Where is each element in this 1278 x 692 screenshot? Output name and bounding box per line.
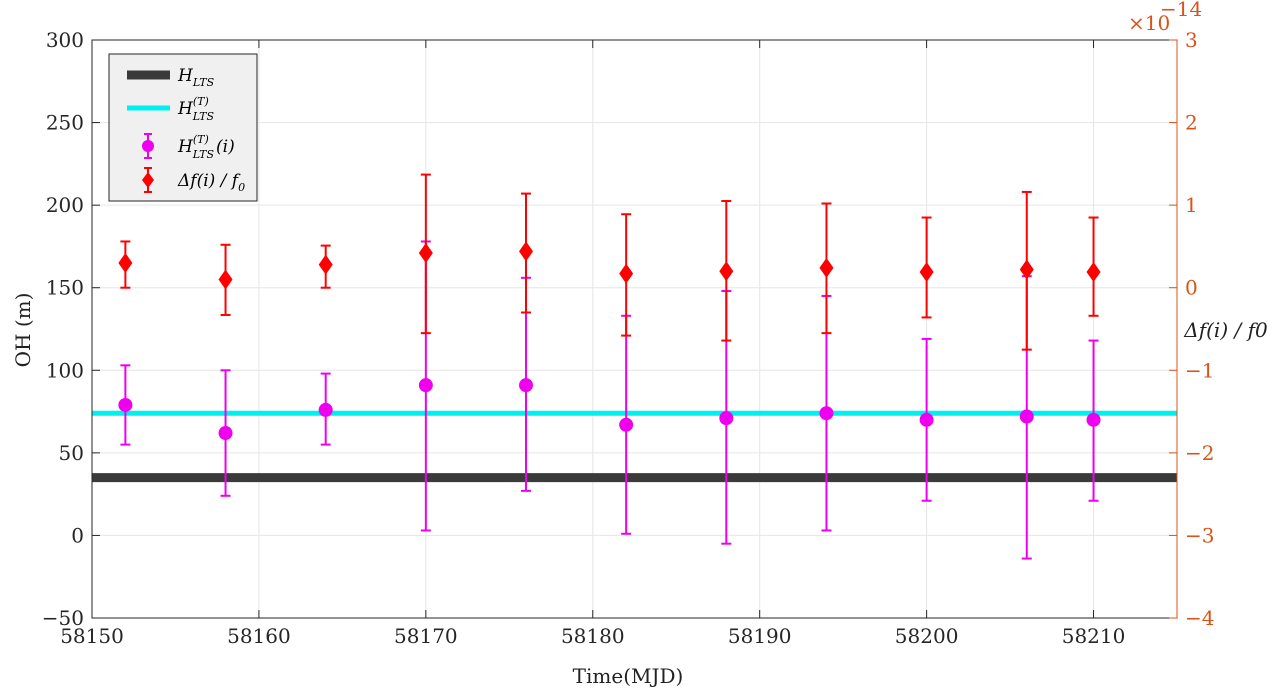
h-lts-t-i-point bbox=[919, 412, 934, 427]
x-tick-label: 58190 bbox=[728, 624, 792, 648]
x-tick-label: 58170 bbox=[394, 624, 458, 648]
y2-tick-label: 1 bbox=[1185, 193, 1198, 217]
legend-entry-h-lts-t-sup: (T) bbox=[193, 95, 209, 108]
delta-f-point bbox=[118, 252, 133, 273]
h-lts-t-i-point bbox=[519, 378, 533, 393]
y2-axis-label: Δf(i) / f0 bbox=[1183, 318, 1268, 342]
x-tick-label: 58150 bbox=[60, 624, 124, 648]
legend-entry-h-lts-sub: LTS bbox=[192, 76, 215, 89]
y-tick-label: 200 bbox=[46, 193, 84, 217]
y2-tick-label: −4 bbox=[1185, 606, 1214, 630]
x-tick-label: 58210 bbox=[1062, 624, 1126, 648]
h-lts-t-i-point bbox=[418, 378, 433, 393]
legend-entry-h-lts-t-i-sup: (T) bbox=[193, 133, 209, 146]
legend-entry-h-lts-t-i-label: H(T) LTS (i) bbox=[177, 133, 235, 161]
plot-background bbox=[92, 40, 1177, 618]
y-tick-label: 50 bbox=[59, 441, 84, 465]
delta-f-point bbox=[519, 241, 533, 262]
legend-entry-h-lts-t-i-base: H bbox=[177, 137, 194, 157]
y-tick-label: 150 bbox=[46, 276, 84, 300]
delta-f-point bbox=[318, 254, 333, 275]
h-lts-t-i-point bbox=[318, 402, 333, 417]
legend-entry-delta-f-label: Δf(i) / f0 bbox=[177, 171, 245, 194]
delta-f-point bbox=[1019, 259, 1034, 280]
y-tick-label: 0 bbox=[71, 523, 84, 547]
y2-tick-label: 3 bbox=[1185, 28, 1198, 52]
y-tick-label: 100 bbox=[46, 358, 84, 382]
h-lts-t-i-point bbox=[1086, 412, 1101, 427]
delta-f-point bbox=[1086, 262, 1101, 283]
legend-entry-delta-f-swatch-marker bbox=[142, 172, 154, 188]
delta-f-point bbox=[218, 269, 233, 290]
h-lts-t-i-point bbox=[118, 397, 133, 412]
legend-entry-h-lts-label: HLTS bbox=[177, 66, 215, 89]
x-tick-label: 58180 bbox=[561, 624, 625, 648]
x-axis-label: Time(MJD) bbox=[573, 664, 684, 688]
delta-f-point bbox=[819, 257, 834, 278]
y2-tick-label: 2 bbox=[1185, 111, 1198, 135]
delta-f-point bbox=[418, 243, 433, 264]
x-tick-label: 58160 bbox=[227, 624, 291, 648]
legend-entry-h-lts-t-sub: LTS bbox=[192, 110, 215, 123]
y-tick-label: 250 bbox=[46, 111, 84, 135]
delta-f-point bbox=[919, 262, 934, 283]
h-lts-t-i-point bbox=[1019, 409, 1034, 424]
legend-entry-h-lts-t-i-tail: (i) bbox=[216, 137, 235, 157]
left-axis-series bbox=[118, 240, 1101, 560]
y2-multiplier-base: ×10 bbox=[1128, 11, 1170, 35]
legend-entry-h-lts-t-i-sub: LTS bbox=[192, 148, 215, 161]
y-tick-label: 300 bbox=[46, 28, 84, 52]
legend-entry-h-lts-base: H bbox=[177, 66, 194, 86]
legend-entry-delta-f-base: Δf(i) / f bbox=[177, 171, 241, 191]
legend-entry-h-lts-t-base: H bbox=[177, 99, 194, 119]
y-axis-label: OH (m) bbox=[11, 293, 35, 368]
y2-tick-label: 0 bbox=[1185, 276, 1198, 300]
x-axis-ticks: 58150 58160 58170 58180 58190 58200 58210 bbox=[60, 40, 1125, 648]
h-lts-t-i-point bbox=[218, 426, 233, 441]
h-lts-t-i-point bbox=[719, 411, 734, 426]
reference-lines bbox=[92, 410, 1177, 483]
delta-f-point bbox=[619, 263, 634, 284]
y2-tick-label: −3 bbox=[1185, 523, 1214, 547]
legend-entry-delta-f-sub: 0 bbox=[238, 181, 245, 194]
y-tick-label: −50 bbox=[42, 606, 84, 630]
x-tick-label: 58200 bbox=[895, 624, 959, 648]
right-axis-series bbox=[118, 173, 1101, 351]
y2-axis-ticks: −4 −3 −2 −1 0 1 2 3 bbox=[1169, 28, 1214, 630]
delta-f-point bbox=[719, 261, 734, 282]
y2-tick-label: −1 bbox=[1185, 358, 1214, 382]
y2-multiplier: ×10 −14 bbox=[1128, 0, 1202, 35]
legend-entry-h-lts-t-i-swatch-marker bbox=[142, 140, 154, 152]
legend-entry-h-lts-t-label: H(T) LTS bbox=[177, 95, 214, 123]
y-axis-ticks: −50 0 50 100 150 200 250 300 bbox=[42, 28, 100, 630]
h-lts-t-i-point bbox=[619, 417, 634, 432]
y2-tick-label: −2 bbox=[1185, 441, 1214, 465]
y2-multiplier-exponent: −14 bbox=[1160, 0, 1202, 21]
h-lts-t-i-point bbox=[819, 406, 834, 421]
